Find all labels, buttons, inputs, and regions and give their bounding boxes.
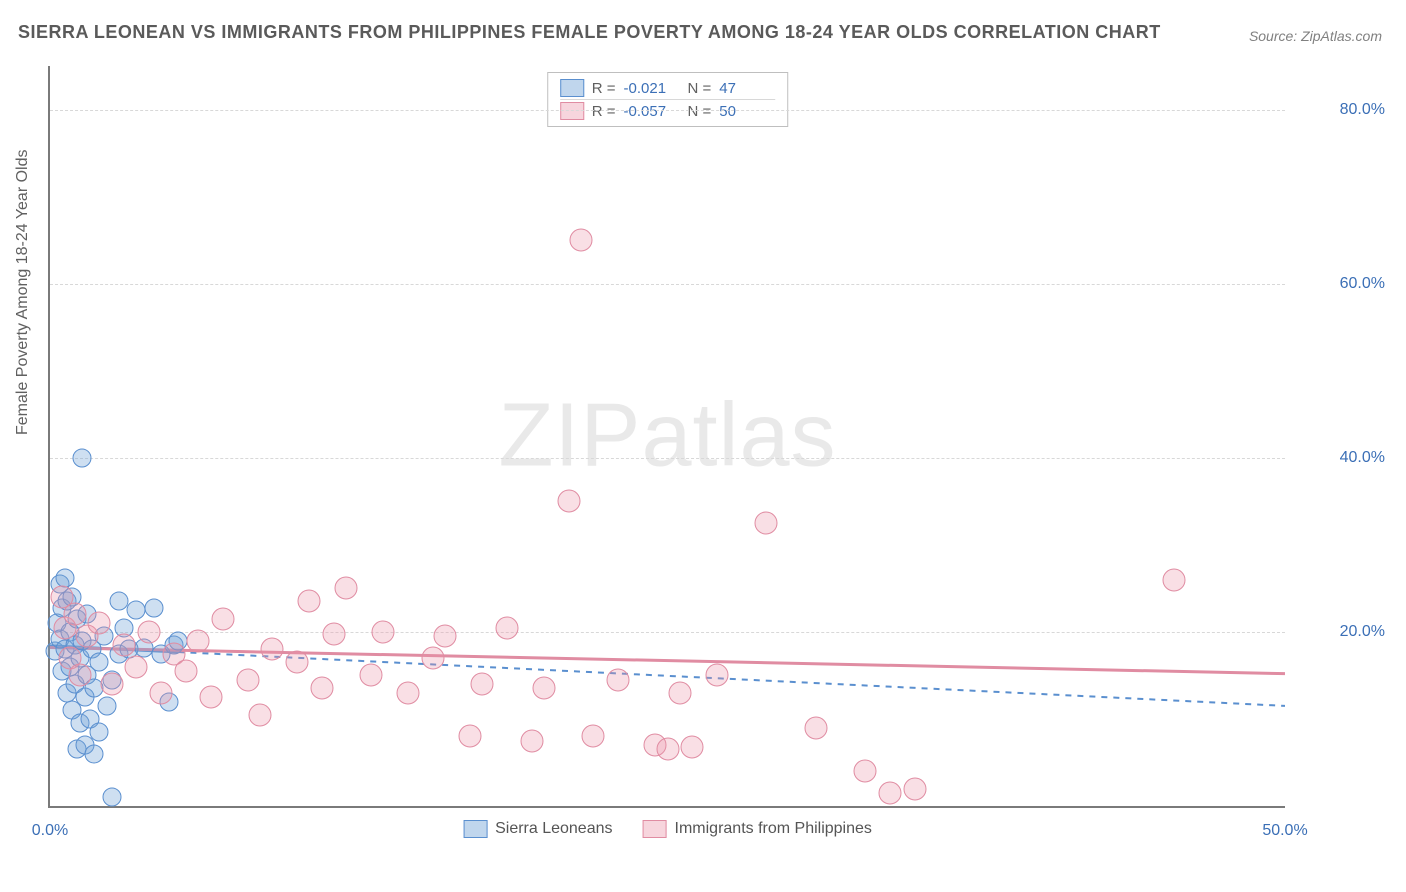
data-point — [495, 616, 518, 639]
data-point — [187, 629, 210, 652]
data-point — [804, 716, 827, 739]
trend-lines — [50, 66, 1285, 806]
series-legend: Sierra Leoneans Immigrants from Philippi… — [463, 820, 872, 838]
r-label: R = — [592, 80, 616, 97]
data-point — [570, 229, 593, 252]
n-label: N = — [688, 80, 712, 97]
data-point — [125, 655, 148, 678]
swatch-pink-icon — [560, 102, 584, 120]
data-point — [137, 620, 160, 643]
data-point — [261, 638, 284, 661]
data-point — [110, 592, 129, 611]
data-point — [397, 681, 420, 704]
data-point — [286, 651, 309, 674]
data-point — [421, 647, 444, 670]
chart-title: SIERRA LEONEAN VS IMMIGRANTS FROM PHILIP… — [18, 22, 1161, 43]
gridline — [50, 110, 1285, 111]
data-point — [150, 681, 173, 704]
data-point — [73, 448, 92, 467]
data-point — [68, 664, 91, 687]
n-value-pink: 50 — [719, 103, 775, 120]
data-point — [1162, 568, 1185, 591]
data-point — [127, 601, 146, 620]
data-point — [102, 788, 121, 807]
data-point — [298, 590, 321, 613]
data-point — [668, 681, 691, 704]
gridline — [50, 458, 1285, 459]
data-point — [248, 703, 271, 726]
swatch-blue-icon — [463, 820, 487, 838]
data-point — [878, 781, 901, 804]
correlation-legend: R = -0.021 N = 47 R = -0.057 N = 50 — [547, 72, 789, 127]
x-tick-label: 50.0% — [1262, 822, 1307, 840]
n-label: N = — [688, 103, 712, 120]
data-point — [211, 607, 234, 630]
r-value-blue: -0.021 — [624, 80, 680, 97]
data-point — [236, 668, 259, 691]
data-point — [100, 673, 123, 696]
y-axis-title: Female Poverty Among 18-24 Year Olds — [14, 150, 32, 436]
data-point — [144, 598, 163, 617]
data-point — [90, 723, 109, 742]
r-value-pink: -0.057 — [624, 103, 680, 120]
data-point — [335, 577, 358, 600]
y-tick-label: 60.0% — [1295, 275, 1385, 293]
legend-row-pink: R = -0.057 N = 50 — [560, 100, 776, 122]
data-point — [55, 568, 74, 587]
data-point — [854, 760, 877, 783]
source-attribution: Source: ZipAtlas.com — [1249, 28, 1382, 44]
legend-item-pink: Immigrants from Philippines — [643, 820, 872, 838]
data-point — [97, 696, 116, 715]
data-point — [360, 664, 383, 687]
legend-item-blue: Sierra Leoneans — [463, 820, 612, 838]
data-point — [90, 653, 109, 672]
data-point — [458, 725, 481, 748]
data-point — [63, 603, 86, 626]
data-point — [705, 664, 728, 687]
data-point — [174, 660, 197, 683]
data-point — [471, 673, 494, 696]
legend-label-pink: Immigrants from Philippines — [675, 820, 872, 838]
data-point — [557, 490, 580, 513]
data-point — [582, 725, 605, 748]
data-point — [681, 735, 704, 758]
y-tick-label: 20.0% — [1295, 623, 1385, 641]
data-point — [533, 677, 556, 700]
swatch-pink-icon — [643, 820, 667, 838]
swatch-blue-icon — [560, 79, 584, 97]
data-point — [199, 686, 222, 709]
watermark: ZIPatlas — [498, 385, 836, 488]
r-label: R = — [592, 103, 616, 120]
x-tick-label: 0.0% — [32, 822, 68, 840]
y-tick-label: 80.0% — [1295, 101, 1385, 119]
data-point — [434, 625, 457, 648]
plot-area: ZIPatlas R = -0.021 N = 47 R = -0.057 N … — [48, 66, 1285, 808]
n-value-blue: 47 — [719, 80, 775, 97]
gridline — [50, 632, 1285, 633]
legend-row-blue: R = -0.021 N = 47 — [560, 77, 776, 100]
data-point — [372, 620, 395, 643]
gridline — [50, 284, 1285, 285]
data-point — [113, 633, 136, 656]
data-point — [903, 777, 926, 800]
data-point — [310, 677, 333, 700]
data-point — [520, 729, 543, 752]
y-tick-label: 40.0% — [1295, 449, 1385, 467]
data-point — [656, 738, 679, 761]
legend-label-blue: Sierra Leoneans — [495, 820, 612, 838]
data-point — [85, 744, 104, 763]
data-point — [88, 612, 111, 635]
data-point — [755, 512, 778, 535]
data-point — [323, 622, 346, 645]
data-point — [607, 668, 630, 691]
